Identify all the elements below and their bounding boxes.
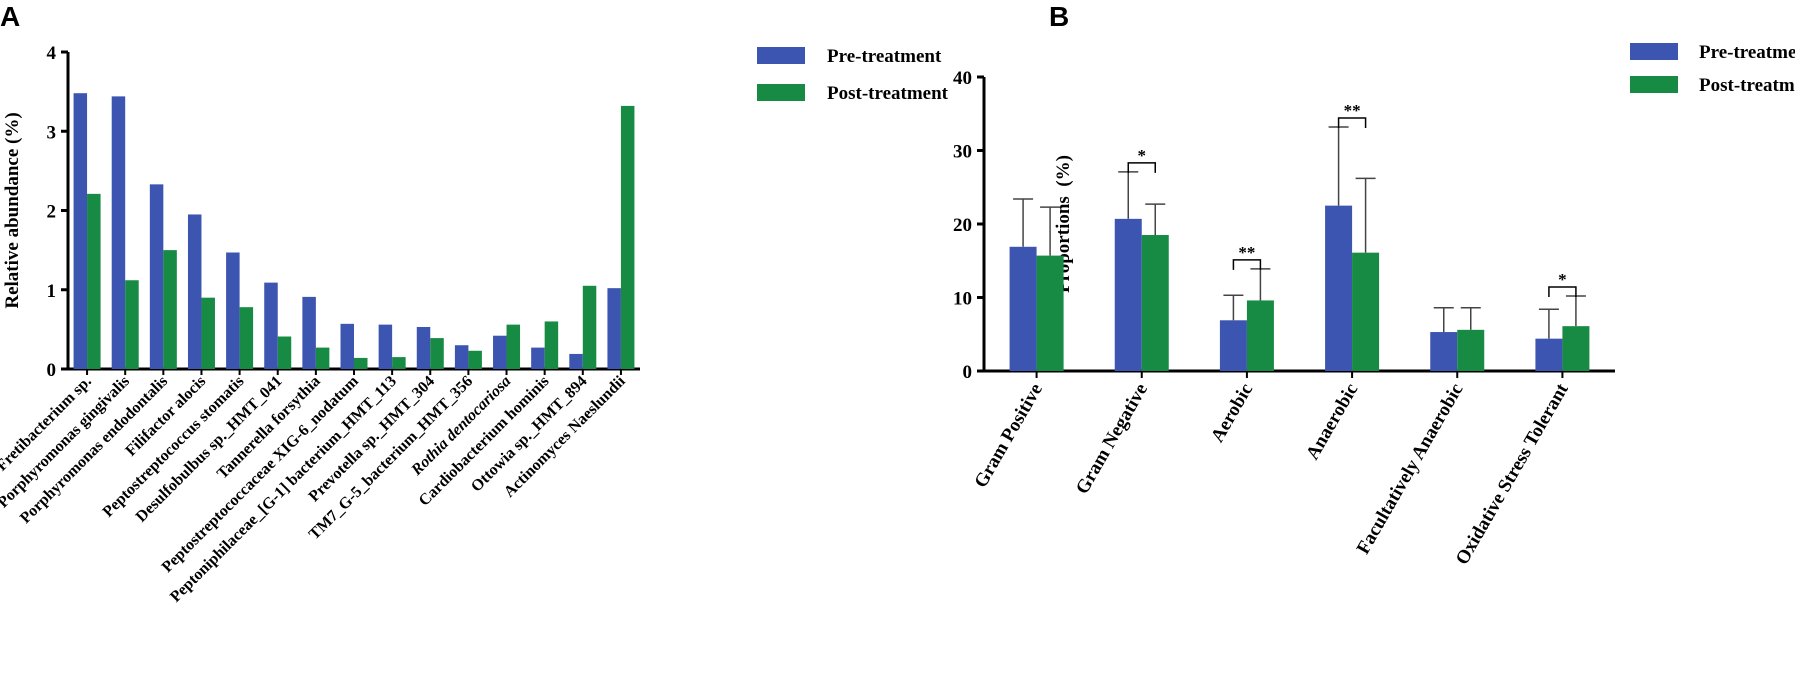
legend-a-pre-swatch xyxy=(757,47,805,64)
y-tick-label-a: 1 xyxy=(47,281,57,302)
y-tick-label-b: 40 xyxy=(953,68,972,89)
bar-a-post xyxy=(239,307,254,369)
bar-a-pre xyxy=(493,335,507,369)
legend-b-pre-label: Pre-treatment xyxy=(1699,42,1795,63)
significance-label-b: * xyxy=(1558,270,1567,289)
significance-label-b: ** xyxy=(1238,243,1255,262)
bar-a-pre xyxy=(607,288,621,369)
bar-a-pre xyxy=(378,324,393,369)
bar-a-pre xyxy=(569,353,583,369)
bar-b-pre xyxy=(1009,246,1037,371)
bar-a-pre xyxy=(531,347,545,369)
bar-a-pre xyxy=(340,323,354,369)
legend-a-pre-label: Pre-treatment xyxy=(827,46,942,67)
x-tick-label-b: Facultatively Anaerobic xyxy=(1353,380,1468,558)
bar-a-post xyxy=(544,321,559,369)
bar-a-post xyxy=(468,350,482,369)
bar-a-post xyxy=(315,347,330,369)
bar-a-post xyxy=(125,280,139,369)
x-tick-label-b: Aerobic xyxy=(1207,380,1257,446)
bar-b-post xyxy=(1141,235,1169,371)
x-tick-label-b: Anaerobic xyxy=(1302,380,1362,463)
y-tick-label-a: 3 xyxy=(47,122,57,143)
significance-bracket-b xyxy=(1127,162,1156,173)
y-tick-label-b: 20 xyxy=(953,215,972,236)
legend-b: Pre-treatment Post-treatment xyxy=(1630,42,1795,96)
bar-a-post xyxy=(392,357,406,369)
legend-a-post-swatch xyxy=(757,84,805,101)
bar-a-pre xyxy=(264,282,278,369)
x-tick-label-b: Oxidative Stress Tolerant xyxy=(1452,379,1573,568)
bar-a-post xyxy=(201,297,215,369)
y-tick-label-a: 0 xyxy=(47,360,57,381)
bar-a-pre xyxy=(416,326,431,369)
bar-b-pre xyxy=(1219,320,1247,371)
legend-b-pre-swatch xyxy=(1630,43,1678,60)
bar-b-post xyxy=(1036,255,1064,371)
bar-b-pre xyxy=(1535,338,1563,371)
bar-b-post xyxy=(1562,326,1590,371)
bar-a-pre xyxy=(73,93,88,370)
y-tick-label-b: 0 xyxy=(963,362,973,383)
bar-b-post xyxy=(1352,252,1380,371)
bar-b-pre xyxy=(1430,332,1458,371)
x-tick-label-b: Gram Negative xyxy=(1072,380,1152,498)
bar-b-post xyxy=(1246,300,1274,371)
legend-a-post-label: Post-treatment xyxy=(827,83,949,104)
bar-a-pre xyxy=(454,345,469,369)
bar-b-post xyxy=(1457,329,1485,371)
legend-a: Pre-treatment Post-treatment xyxy=(757,46,949,104)
bar-b-pre xyxy=(1325,205,1353,371)
significance-bracket-b xyxy=(1337,117,1367,128)
bar-a-pre xyxy=(111,96,126,369)
bar-a-pre xyxy=(302,296,316,369)
bar-a-post xyxy=(163,250,177,369)
bar-a-post xyxy=(620,105,635,369)
bar-a-post xyxy=(506,324,521,369)
bar-a-post xyxy=(277,336,292,369)
bar-a-pre xyxy=(149,184,164,369)
x-tick-label-b: Gram Positive xyxy=(970,380,1046,491)
y-tick-label-b: 30 xyxy=(953,142,972,163)
y-tick-label-a: 2 xyxy=(47,202,57,223)
legend-b-post-label: Post-treatment xyxy=(1699,75,1795,96)
y-axis-title-a: Relative abundance (%) xyxy=(2,112,23,308)
bar-a-post xyxy=(430,338,444,369)
bar-a-pre xyxy=(187,214,202,369)
panel-a-label: A xyxy=(0,1,20,32)
significance-bracket-b xyxy=(1232,259,1262,270)
significance-label-b: ** xyxy=(1344,101,1361,120)
bar-b-pre xyxy=(1114,218,1142,371)
y-tick-label-a: 4 xyxy=(47,43,57,64)
bar-a-post xyxy=(354,357,368,369)
legend-b-post-swatch xyxy=(1630,76,1678,93)
bar-a-post xyxy=(87,193,101,369)
y-tick-label-b: 10 xyxy=(953,289,972,310)
panel-b-label: B xyxy=(1049,1,1069,32)
significance-label-b: * xyxy=(1138,146,1147,165)
bar-a-pre xyxy=(226,252,240,369)
significance-bracket-b xyxy=(1548,286,1577,298)
bar-a-post xyxy=(582,285,597,369)
